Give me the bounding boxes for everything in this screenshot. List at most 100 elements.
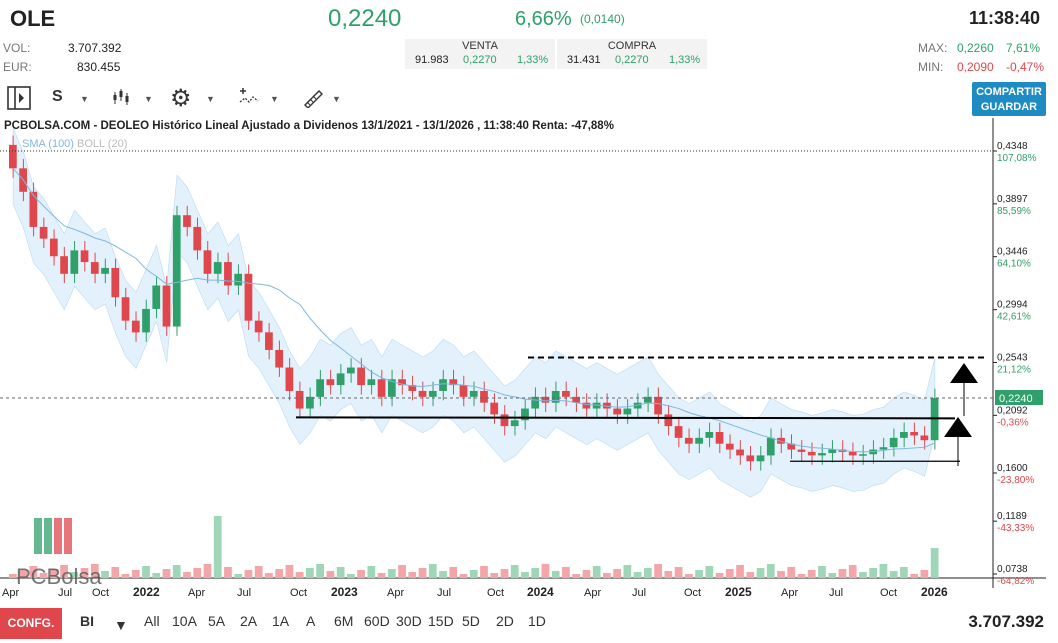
chevron-down-icon[interactable]: ▼ [270, 94, 279, 104]
range-10a[interactable]: 10A [172, 613, 197, 629]
candle-up [469, 390, 478, 397]
y-tick-label: 0,2994 [997, 300, 1028, 311]
candle-down [111, 267, 120, 298]
candle-down [60, 256, 68, 274]
min-label: MIN: [918, 60, 944, 74]
volume-bar [203, 564, 212, 578]
y-tick-pct: -23,80% [997, 475, 1034, 486]
max-pct: 7,61% [1006, 41, 1041, 55]
candle-down [29, 191, 38, 227]
candle-down [39, 226, 48, 239]
x-tick-label: 2026 [921, 585, 948, 599]
config-button[interactable]: CONFG. [0, 608, 62, 639]
candle-down [162, 285, 171, 327]
chevron-down-icon[interactable]: ▼ [144, 94, 153, 104]
candle-down [418, 390, 427, 397]
sidebar-toggle-icon[interactable] [6, 85, 32, 116]
vol-label: VOL: [3, 41, 31, 55]
change-absolute: (0,0140) [580, 12, 625, 26]
volume-bar [9, 574, 17, 578]
sma-line [12, 168, 936, 453]
range-6m[interactable]: 6M [334, 613, 354, 629]
range-15d[interactable]: 15D [428, 613, 454, 629]
y-tick-pct: -0,36% [997, 417, 1029, 428]
range-2a[interactable]: 2A [240, 613, 258, 629]
chart-type-icon[interactable] [112, 86, 132, 113]
volume-bar [787, 567, 796, 578]
volume-bar [244, 570, 253, 578]
legend-sma: SMA (100) [22, 138, 74, 150]
x-tick-label: Oct [880, 587, 897, 599]
candle-up [234, 273, 243, 286]
indicators-icon[interactable] [238, 86, 260, 113]
range-a[interactable]: A [306, 613, 316, 629]
candle-down [254, 320, 263, 333]
x-tick-label: Oct [290, 587, 307, 599]
candle-down [480, 390, 488, 403]
range-60d[interactable]: 60D [364, 613, 390, 629]
candle-down [408, 385, 417, 391]
volume-bar [316, 564, 324, 578]
support-line [295, 416, 956, 420]
candle-up [152, 285, 161, 309]
range-1a[interactable]: 1A [272, 613, 290, 629]
volume-bar [592, 566, 601, 578]
draw-tools-icon[interactable] [302, 86, 324, 113]
volume-bar [654, 564, 662, 578]
candle-up [142, 308, 150, 333]
candle-up [705, 431, 714, 438]
volume-bar [551, 571, 560, 578]
gear-icon[interactable]: ⚙ [170, 85, 192, 112]
range-5d[interactable]: 5D [462, 613, 480, 629]
y-tick-pct: -64,82% [997, 576, 1034, 587]
volume-bar [285, 565, 294, 578]
volume-bar [623, 565, 632, 578]
volume-bar [889, 571, 898, 578]
candle-up [643, 396, 652, 403]
chevron-down-icon[interactable]: ▼ [114, 617, 128, 633]
mode-selector[interactable]: BI [80, 613, 94, 629]
volume-bar [562, 567, 570, 578]
volume-bar [930, 548, 939, 578]
range-2d[interactable]: 2D [496, 613, 514, 629]
candle-down [715, 431, 724, 444]
candle-up [900, 431, 908, 438]
range-5a[interactable]: 5A [208, 613, 226, 629]
x-tick-label: Jul [437, 587, 451, 599]
venta-qty: 91.983 [415, 54, 449, 66]
candle-up [623, 408, 632, 415]
candle-up [70, 250, 79, 274]
candle-down [654, 396, 662, 415]
candle-down [736, 449, 744, 456]
volume-bar [367, 566, 376, 578]
chevron-down-icon[interactable]: ▼ [206, 94, 215, 104]
range-all[interactable]: All [144, 613, 160, 629]
current-price-badge [995, 390, 1043, 406]
volume-bar [725, 569, 734, 578]
volume-bar [521, 572, 529, 578]
venta-box: VENTA 91.983 0,2270 1,33% [405, 39, 555, 69]
x-tick-label: Apr [584, 587, 601, 599]
candle-up [336, 373, 345, 386]
volume-bar [797, 574, 806, 578]
candle-up [306, 396, 314, 409]
price-chart[interactable]: 0,4348 107,08% 0,3897 85,59% 0,3446 64,10% 0,2… [0, 118, 1046, 600]
candle-up [172, 215, 181, 327]
candle-down [224, 262, 232, 286]
volume-bar [684, 574, 693, 578]
candle-down [285, 367, 294, 391]
period-selector[interactable]: S [52, 88, 63, 105]
chevron-down-icon[interactable]: ▼ [80, 94, 89, 104]
volume-bar [500, 569, 509, 578]
eur-value: 830.455 [77, 60, 121, 74]
candle-down [398, 379, 406, 386]
candle-up [766, 437, 775, 456]
target-arrow-up-icon [950, 363, 978, 383]
chevron-down-icon[interactable]: ▼ [332, 94, 341, 104]
range-30d[interactable]: 30D [396, 613, 422, 629]
volume-bar [306, 568, 314, 578]
range-1d[interactable]: 1D [528, 613, 546, 629]
share-save-button[interactable]: COMPARTIR GUARDAR [972, 82, 1046, 116]
candle-down [183, 215, 191, 227]
